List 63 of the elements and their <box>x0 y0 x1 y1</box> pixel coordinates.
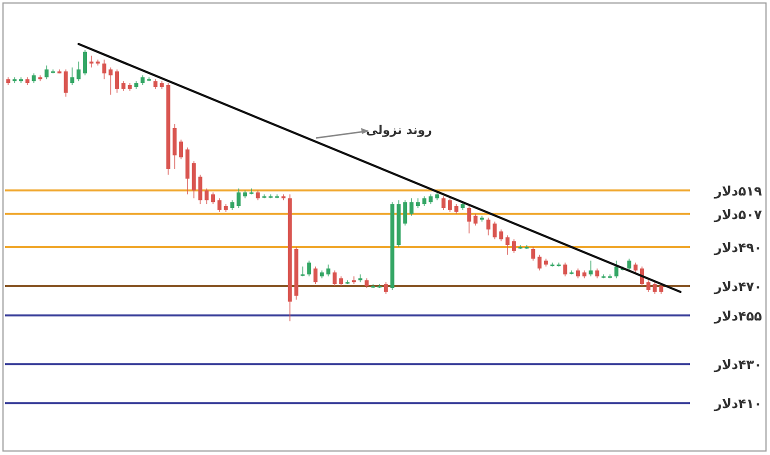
candlestick <box>332 270 337 287</box>
y-tick-label: ۴۳۰دلار <box>713 358 762 374</box>
candlestick <box>314 266 318 285</box>
candlestick <box>76 61 81 82</box>
candlestick <box>121 80 126 92</box>
candlestick <box>89 55 94 68</box>
candlestick <box>256 190 260 201</box>
candlestick <box>659 284 664 294</box>
candlestick <box>410 198 414 216</box>
y-tick-label: ۴۵۵دلار <box>713 309 762 324</box>
candlestick <box>486 217 490 236</box>
candlestick <box>108 66 113 96</box>
candlestick <box>652 282 657 294</box>
candlestick <box>384 282 388 294</box>
candlestick <box>140 74 145 86</box>
candlestick <box>211 192 216 205</box>
candlestick <box>339 276 344 287</box>
candlestick <box>627 258 632 271</box>
candlestick <box>364 278 369 289</box>
candlestick <box>115 68 120 94</box>
candlestick <box>467 206 472 234</box>
candlestick <box>614 260 618 279</box>
candlestick <box>634 262 638 273</box>
candlestick <box>230 200 234 210</box>
y-tick-label: ۴۱۰دلار <box>713 397 762 412</box>
candlestick <box>492 221 497 240</box>
candlestick <box>506 234 510 256</box>
y-tick-label: ۴۹۰دلار <box>713 241 762 256</box>
candlestick <box>416 198 420 208</box>
candlestick <box>576 268 580 279</box>
candlestick <box>422 196 426 207</box>
candlestick <box>442 196 446 210</box>
candlestick <box>32 72 36 84</box>
candlestick <box>70 66 74 86</box>
candlestick <box>499 228 504 242</box>
candlestick <box>326 264 330 277</box>
candlestick <box>512 238 516 254</box>
candlestick <box>538 254 542 271</box>
candlestick <box>474 213 478 226</box>
y-tick-label: ۵۱۹دلار <box>713 184 762 200</box>
candlestick <box>448 198 452 212</box>
candlestick <box>595 268 600 279</box>
candlestick <box>531 246 536 262</box>
candlestick <box>236 188 241 208</box>
candlestick <box>300 266 305 277</box>
y-tick-label: ۵۰۷دلار <box>713 208 762 223</box>
candlestick <box>307 260 312 277</box>
candlestick <box>83 49 88 76</box>
candlestick <box>403 200 408 226</box>
annotation: روند نزولی <box>366 123 432 137</box>
candlestick <box>44 65 49 80</box>
candlestick <box>563 262 568 277</box>
candlestick <box>153 78 158 90</box>
candlestick <box>102 59 106 80</box>
candlestick <box>204 188 209 205</box>
y-tick-label: ۴۷۰دلار <box>713 280 762 296</box>
candlestick <box>428 194 433 205</box>
candlestick <box>217 198 222 212</box>
candlestick <box>646 280 650 292</box>
candlestick <box>454 204 458 214</box>
candlestick <box>179 139 184 160</box>
candlestick <box>588 260 593 277</box>
candlestick <box>64 68 68 98</box>
